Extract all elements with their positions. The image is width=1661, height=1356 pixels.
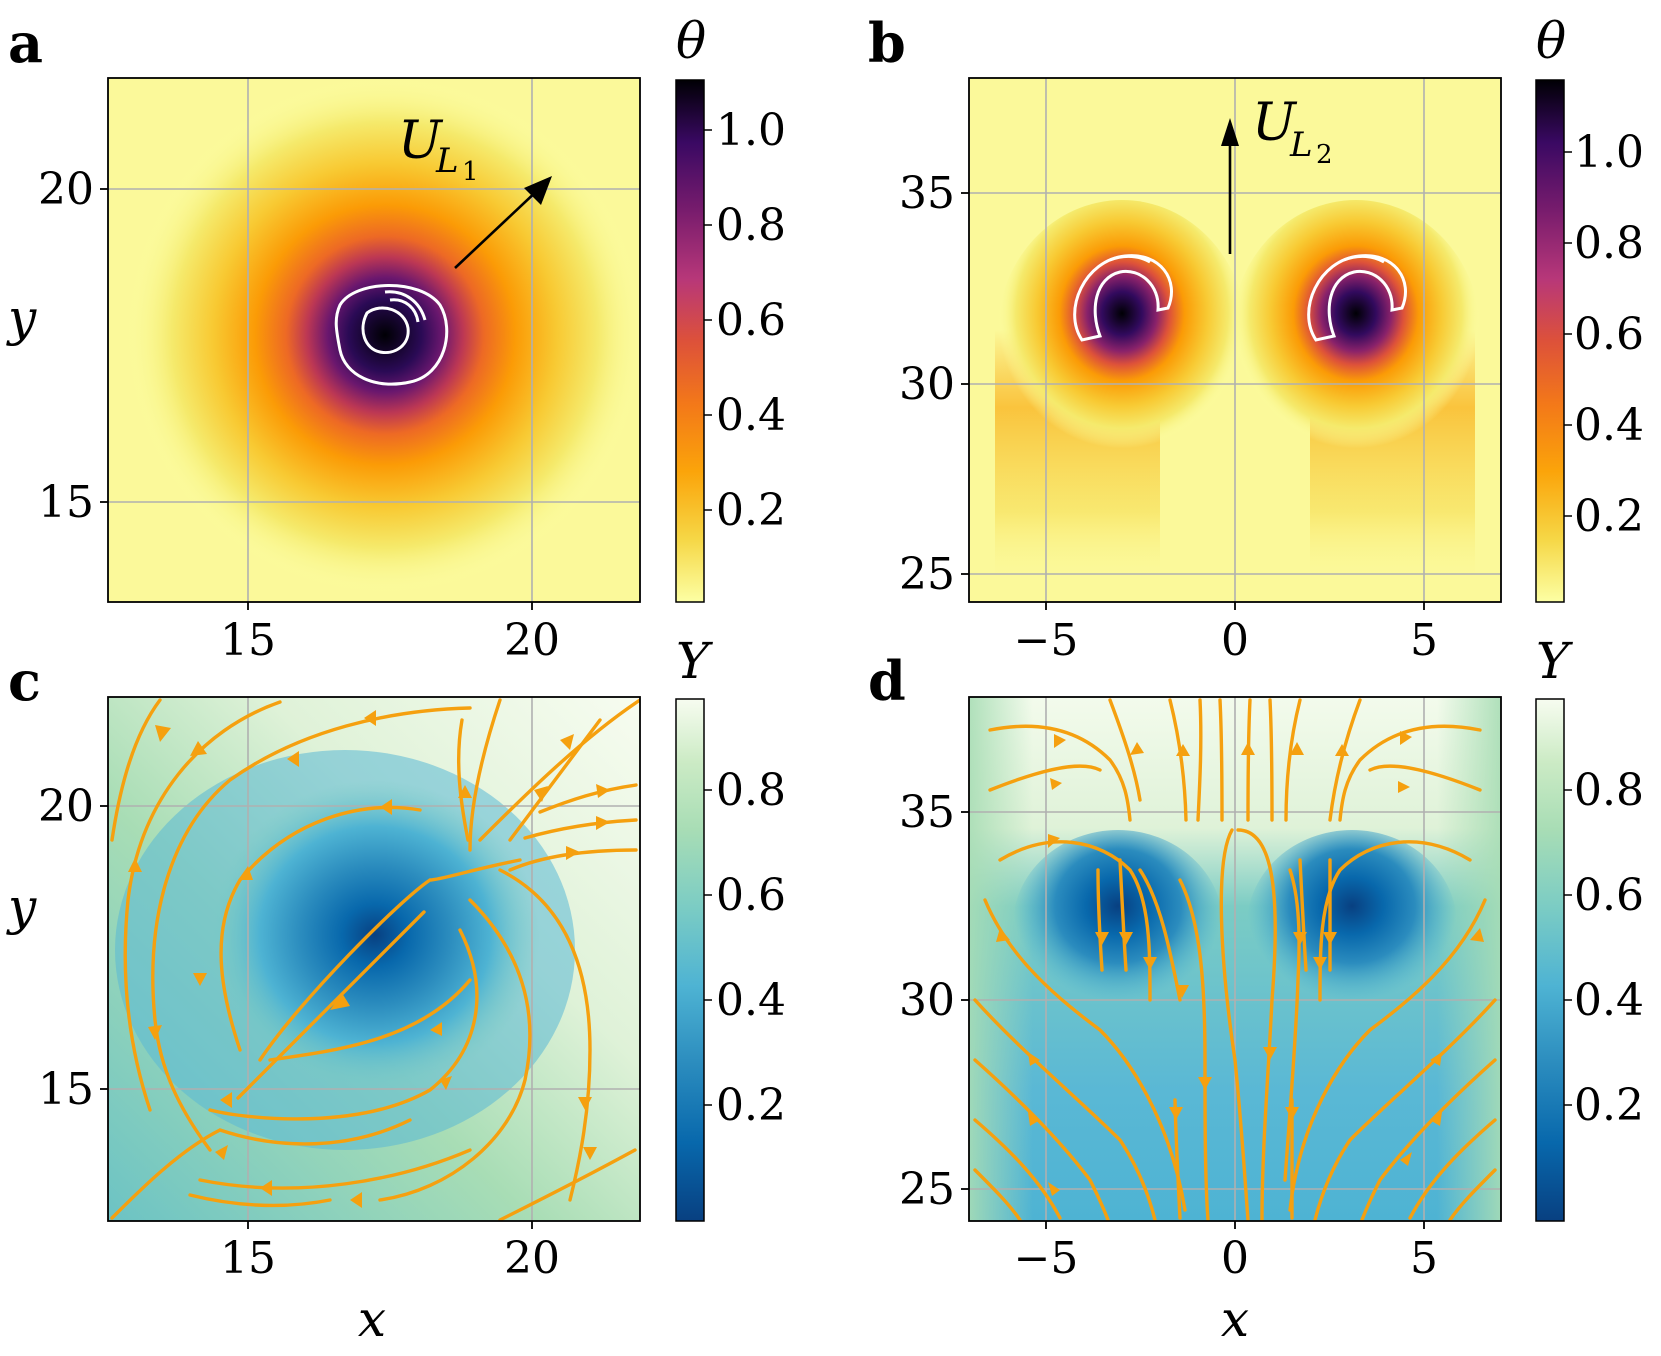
- y-axis-label-a: y: [6, 289, 37, 347]
- y-axis-label-c: y: [6, 878, 37, 936]
- streamline-arrows-d: [996, 731, 1484, 1196]
- x-tick-label: 0: [1221, 1233, 1249, 1284]
- colorbar-d: Y 0.8 0.6 0.4 0.2: [1535, 632, 1644, 1222]
- cold-core-left-d: [1013, 830, 1223, 1020]
- colorbar-a: θ 1.0 0.8 0.6 0.4 0.2: [675, 12, 786, 603]
- streamlines-c: [110, 698, 640, 1221]
- panel-a: a U L 1 20 15: [6, 11, 786, 666]
- x-tick-label: 15: [220, 1233, 276, 1284]
- annotation-subsub-a: 1: [462, 157, 479, 187]
- streamlines-d: [973, 698, 1497, 1221]
- colorbar-tick-label: 1.0: [716, 105, 786, 156]
- velocity-arrow-b: [1221, 118, 1239, 254]
- annotation-sub-b: L: [1289, 125, 1313, 165]
- colorbar-tick-label: 0.4: [1574, 400, 1644, 451]
- x-tick-label: 0: [1221, 615, 1249, 666]
- colorbar-tick-label: 0.2: [716, 485, 786, 536]
- y-ticks-a: 20 15: [38, 164, 108, 528]
- colorbar-tick-label: 0.6: [1574, 309, 1644, 360]
- y-tick-label: 20: [38, 781, 94, 832]
- annotation-main-a: U: [398, 111, 444, 171]
- colorbar-tick-label: 0.6: [716, 295, 786, 346]
- panel-d: d: [868, 632, 1644, 1348]
- colorbar-b: θ 1.0 0.8 0.6 0.4 0.2: [1535, 12, 1644, 603]
- y-tick-label: 15: [38, 1064, 94, 1115]
- colorbar-tick-label: 0.8: [1574, 765, 1644, 816]
- hotspot-left-b: [997, 200, 1247, 470]
- colorbar-tick-label: 0.8: [716, 765, 786, 816]
- x-ticks-d: −5 0 5: [1014, 1221, 1438, 1284]
- y-tick-label: 30: [899, 975, 955, 1026]
- panel-label-a: a: [8, 11, 43, 75]
- x-axis-label-c: x: [358, 1290, 386, 1348]
- y-tick-label: 35: [899, 168, 955, 219]
- y-ticks-d: 35 30 25: [899, 787, 969, 1215]
- panel-label-c: c: [8, 649, 41, 713]
- colorbar-label-b: θ: [1536, 12, 1566, 70]
- hotspot-a: [125, 78, 640, 595]
- x-tick-label: 5: [1410, 615, 1438, 666]
- annotation-subsub-b: 2: [1316, 140, 1333, 170]
- y-tick-label: 25: [899, 549, 955, 600]
- x-tick-label: −5: [1014, 615, 1079, 666]
- x-tick-label: 20: [504, 1233, 560, 1284]
- colorbar-tick-label: 0.4: [716, 390, 786, 441]
- colorbar-tick-label: 0.4: [716, 975, 786, 1026]
- theta-contours-a: [334, 284, 449, 386]
- y-ticks-c: 20 15: [38, 781, 108, 1115]
- x-tick-label: 15: [220, 615, 276, 666]
- x-ticks-c: 15 20: [220, 1221, 560, 1284]
- y-tick-label: 25: [899, 1164, 955, 1215]
- axes-frame-c: [107, 696, 641, 1222]
- colorbar-tick-label: 0.6: [716, 870, 786, 921]
- colorbar-tick-label: 0.2: [1574, 1080, 1644, 1131]
- y-tick-label: 30: [899, 359, 955, 410]
- annotation-b: U L 2: [1252, 93, 1333, 170]
- y-ticks-b: 35 30 25: [899, 168, 969, 600]
- panel-label-b: b: [868, 11, 906, 75]
- colorbar-gradient-d: [1535, 698, 1565, 1222]
- x-ticks-a: 15 20: [220, 602, 560, 666]
- colorbar-label-c: Y: [676, 632, 713, 690]
- colorbar-tick-label: 0.4: [1574, 975, 1644, 1026]
- colorbar-gradient-a: [675, 79, 705, 603]
- streamline-arrows-c: [128, 710, 610, 1208]
- colorbar-tick-label: 0.8: [1574, 218, 1644, 269]
- panel-c: c: [6, 632, 786, 1348]
- colorbar-tick-label: 0.6: [1574, 870, 1644, 921]
- colorbar-c: Y 0.8 0.6 0.4 0.2: [675, 632, 786, 1222]
- axes-frame-a: [107, 77, 641, 603]
- annotation-sub-a: L: [435, 141, 459, 181]
- y-tick-label: 20: [38, 164, 94, 215]
- y-tick-label: 35: [899, 787, 955, 838]
- annotation-main-b: U: [1252, 93, 1298, 153]
- annotation-a: U L 1: [398, 111, 479, 187]
- panel-label-d: d: [868, 649, 906, 713]
- gridlines-d: [969, 697, 1501, 1221]
- y-tick-label: 15: [38, 477, 94, 528]
- x-tick-label: 5: [1410, 1233, 1438, 1284]
- colorbar-tick-label: 0.2: [716, 1080, 786, 1131]
- colorbar-tick-label: 0.8: [716, 200, 786, 251]
- panel-b: b U L 2: [868, 11, 1644, 666]
- x-tick-label: 20: [504, 615, 560, 666]
- velocity-arrow-a: [454, 176, 552, 269]
- cold-core-c: [210, 780, 540, 1090]
- colorbar-label-d: Y: [1536, 632, 1573, 690]
- colorbar-label-a: θ: [676, 12, 706, 70]
- colorbar-tick-label: 0.2: [1574, 491, 1644, 542]
- theta-contours-b: [1073, 254, 1407, 342]
- x-tick-label: −5: [1014, 1233, 1079, 1284]
- gridlines-a: [108, 78, 640, 602]
- hotspot-right-b: [1231, 200, 1481, 470]
- colorbar-gradient-b: [1535, 79, 1565, 603]
- x-ticks-b: −5 0 5: [1014, 602, 1438, 666]
- x-axis-label-d: x: [1221, 1290, 1249, 1348]
- heatmap-a: [108, 78, 640, 602]
- colorbar-gradient-c: [675, 698, 705, 1222]
- gridlines-b: [969, 78, 1501, 602]
- colorbar-tick-label: 1.0: [1574, 127, 1644, 178]
